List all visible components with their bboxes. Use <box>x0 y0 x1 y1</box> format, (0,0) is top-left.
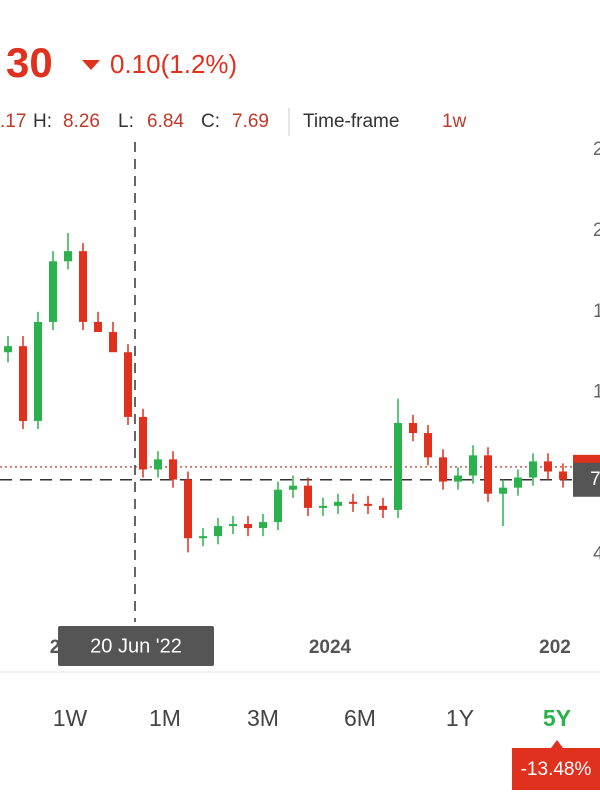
open-value: .17 <box>0 111 26 132</box>
y-tick-label: 24 <box>593 139 600 160</box>
close-value: 7.69 <box>232 111 269 132</box>
candle-body <box>154 459 162 470</box>
period-button[interactable]: 1M <box>149 705 181 731</box>
x-tick-label: 2024 <box>309 637 352 658</box>
chart: 481216202472202420220 Jun '22 <box>0 139 600 666</box>
y-tick-label: 12 <box>593 382 600 403</box>
candle-body <box>379 505 387 510</box>
high-label: H: <box>33 111 52 132</box>
candle-body <box>484 455 492 494</box>
low-label: L: <box>118 111 134 132</box>
x-tick-label: 2 <box>50 637 61 658</box>
candle-body <box>394 422 402 510</box>
price-change: 0.10(1.2%) <box>110 49 237 79</box>
candle-body <box>79 251 87 322</box>
close-label: C: <box>201 111 220 132</box>
candle-body <box>409 422 417 434</box>
period-button[interactable]: 6M <box>344 705 376 731</box>
candle-body <box>544 461 552 472</box>
candle-body <box>184 479 192 539</box>
candle-body <box>319 505 327 508</box>
period-button[interactable]: 1W <box>53 705 88 731</box>
period-change: -13.48% <box>521 759 592 780</box>
y-tick-label: 4 <box>593 543 600 564</box>
candle-body <box>514 477 522 488</box>
candle-body <box>259 522 267 529</box>
candle-body <box>454 475 462 482</box>
candle-body <box>439 457 447 482</box>
candle-body <box>19 346 27 421</box>
candle-body <box>244 524 252 529</box>
candle-body <box>64 251 72 262</box>
candle-body <box>169 459 177 480</box>
candle-body <box>304 485 312 508</box>
reference-tag <box>573 454 600 465</box>
ohlc-row: .17 H: 8.26 L: 6.84 C: 7.69 Time-frame 1… <box>0 108 467 136</box>
controls: 1W 1M 3M 6M 1Y 5Y -13.48% <box>53 705 600 790</box>
candle-body <box>334 501 342 506</box>
candle-body <box>349 501 357 504</box>
y-tick-label: 16 <box>593 301 600 322</box>
candle-body <box>529 461 537 478</box>
price: 30 <box>6 39 53 86</box>
period-button[interactable]: 1Y <box>446 705 474 731</box>
candle-body <box>499 487 507 494</box>
candle-body <box>94 321 102 333</box>
crosshair-label-box <box>58 626 214 666</box>
candle-body <box>229 524 237 527</box>
timeframe-label: Time-frame <box>303 111 399 132</box>
candle-body <box>274 489 282 523</box>
candle-body <box>139 416 147 470</box>
crosshair-label: 20 Jun '22 <box>90 635 182 657</box>
price-tag: 7 <box>590 469 600 490</box>
period-button[interactable]: 3M <box>247 705 279 731</box>
badge <box>512 740 600 790</box>
timeframe-value: 1w <box>442 111 467 132</box>
candle-body <box>424 433 432 458</box>
x-tick-label: 202 <box>539 637 571 658</box>
candle-body <box>124 352 132 417</box>
candle-body <box>199 536 207 539</box>
candle-body <box>214 526 222 537</box>
candle-body <box>49 261 57 322</box>
low-value: 6.84 <box>147 111 184 132</box>
high-value: 8.26 <box>63 111 100 132</box>
price-tag-box <box>573 462 600 497</box>
candle-body <box>34 321 42 421</box>
candle-body <box>559 471 567 480</box>
candle-body <box>4 346 12 353</box>
candle-body <box>364 503 372 506</box>
period-button[interactable]: 5Y <box>543 705 571 731</box>
candle-body <box>289 485 297 490</box>
y-tick-label: 20 <box>593 220 600 241</box>
candle-body <box>109 332 117 353</box>
candle-body <box>469 455 477 476</box>
down-arrow <box>82 60 100 70</box>
